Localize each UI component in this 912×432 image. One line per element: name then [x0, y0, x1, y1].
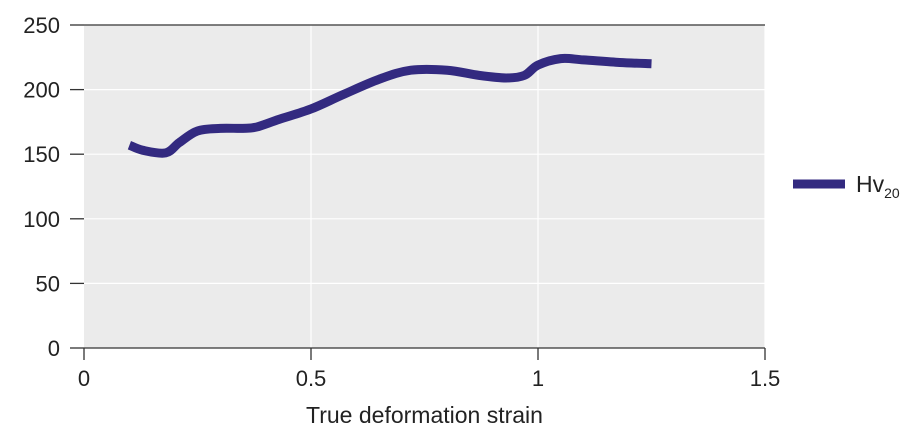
legend-label-hv20: Hv20: [856, 171, 900, 201]
axes: [84, 24, 765, 349]
plot-background: [84, 25, 765, 348]
y-tick-label: 250: [23, 13, 60, 38]
y-tick-label: 100: [23, 207, 60, 232]
series-line-hv20: [127, 53, 652, 158]
y-tick-label: 150: [23, 142, 60, 167]
x-tick-label: 0.5: [296, 366, 327, 391]
legend-series-name: Hv: [856, 171, 885, 197]
y-tick-label: 0: [48, 336, 60, 361]
grid-lines: [84, 24, 766, 348]
legend-series-subscript: 20: [884, 185, 900, 201]
x-axis-label: True deformation strain: [306, 402, 543, 428]
tick-labels: 0 50 100 150 200 250 0 0.5 1 1.5: [23, 13, 780, 391]
x-tick-label: 0: [78, 366, 90, 391]
y-tick-label: 50: [36, 271, 60, 296]
x-tick-label: 1.5: [750, 366, 781, 391]
series-lines: [127, 53, 652, 158]
legend: Hv20: [793, 171, 900, 201]
y-tick-label: 200: [23, 78, 60, 103]
x-tick-label: 1: [532, 366, 544, 391]
